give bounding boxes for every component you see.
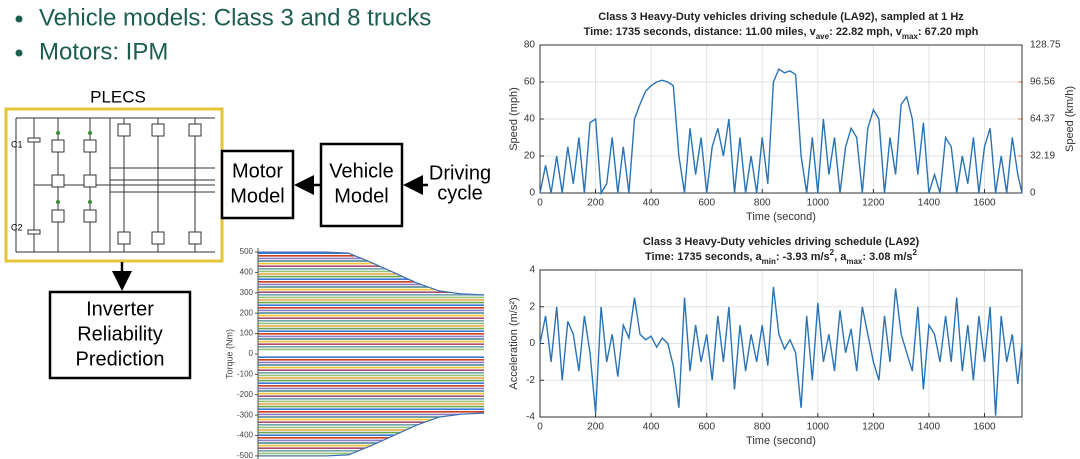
circuit bbox=[15, 117, 215, 253]
y2-tick-label: 64.37 bbox=[1030, 114, 1055, 125]
node-label: Driving bbox=[429, 162, 491, 184]
y2-tick-label: 0 bbox=[1030, 188, 1036, 199]
x-tick-label: 200 bbox=[587, 422, 604, 433]
chart-title: Class 3 Heavy-Duty vehicles driving sche… bbox=[643, 236, 920, 248]
node-label: Reliability bbox=[77, 323, 163, 345]
y-tick-label: -400 bbox=[237, 431, 254, 440]
chart-subtitle: Time: 1735 seconds, distance: 11.00 mile… bbox=[584, 26, 979, 41]
stripes bbox=[258, 252, 484, 456]
component-label: C1 bbox=[11, 139, 23, 149]
subtitle-script: ave bbox=[816, 32, 830, 41]
x-tick-label: 800 bbox=[754, 422, 771, 433]
x-tick-label: 800 bbox=[754, 198, 771, 209]
subtitle-script: 2 bbox=[913, 248, 918, 257]
x-tick-label: 600 bbox=[698, 198, 715, 209]
bullet: Motors: IPM bbox=[39, 38, 168, 65]
y-axis-label: Speed (mph) bbox=[508, 87, 520, 151]
arrows bbox=[112, 175, 428, 291]
subtitle-script: 2 bbox=[830, 248, 835, 257]
y2-tick-label: 128.75 bbox=[1030, 40, 1061, 51]
node-label: Prediction bbox=[76, 348, 165, 370]
component-label: C2 bbox=[11, 222, 23, 232]
y-tick-label: 300 bbox=[240, 288, 254, 297]
node-label: Vehicle bbox=[329, 160, 394, 182]
y-tick-label: 60 bbox=[524, 77, 536, 88]
x-tick-label: 1400 bbox=[918, 422, 941, 433]
x-tick-label: 200 bbox=[587, 198, 604, 209]
bullet: Vehicle models: Class 3 and 8 trucks bbox=[39, 4, 431, 31]
chart-title: Class 3 Heavy-Duty vehicles driving sche… bbox=[598, 11, 964, 23]
subtitle-part: : 3.08 m/s bbox=[862, 251, 912, 263]
subtitle-part: : 67.20 mph bbox=[918, 26, 979, 38]
chart-subtitle: Time: 1735 seconds, amin: -3.93 m/s2, am… bbox=[645, 248, 917, 266]
y-tick-label: 0 bbox=[529, 188, 535, 199]
motor-model-box bbox=[220, 149, 295, 220]
y-tick-label: -500 bbox=[237, 451, 254, 459]
subtitle-part: Time: 1735 seconds, a bbox=[645, 251, 762, 263]
y2-axis-label: Speed (km/h) bbox=[1064, 86, 1076, 152]
y-tick-label: -100 bbox=[237, 369, 254, 378]
node-label: Model bbox=[334, 185, 388, 207]
subtitle-part: Time: 1735 seconds, distance: 11.00 mile… bbox=[584, 26, 817, 38]
x-tick-label: 1200 bbox=[862, 198, 885, 209]
y2-tick-label: 96.56 bbox=[1030, 77, 1055, 88]
node-label: cycle bbox=[437, 182, 483, 204]
y-tick-label: -300 bbox=[237, 410, 254, 419]
x-tick-label: 1000 bbox=[807, 198, 830, 209]
x-tick-label: 1200 bbox=[862, 422, 885, 433]
y-tick-label: 80 bbox=[524, 40, 536, 51]
series-line bbox=[539, 67, 1023, 196]
subtitle-script: min bbox=[762, 257, 776, 266]
subtitle-script: max bbox=[846, 257, 863, 266]
y-tick-label: 4 bbox=[529, 265, 535, 276]
x-tick-label: 0 bbox=[537, 422, 543, 433]
y-tick-label: 200 bbox=[240, 308, 254, 317]
y-tick-label: 500 bbox=[240, 247, 254, 256]
bullet-dot bbox=[15, 15, 23, 23]
plot-frame bbox=[539, 44, 1023, 194]
x-tick-label: 400 bbox=[643, 422, 660, 433]
y-tick-label: 2 bbox=[529, 301, 535, 312]
x-tick-label: 1600 bbox=[973, 422, 996, 433]
y2-tick-label: 32.19 bbox=[1030, 151, 1055, 162]
y-tick-label: 40 bbox=[524, 114, 536, 125]
x-tick-label: 1600 bbox=[973, 198, 996, 209]
torque-envelope bbox=[258, 412, 485, 457]
node-label: Model bbox=[230, 185, 284, 207]
reliability-box bbox=[48, 290, 192, 380]
node-label: Inverter bbox=[86, 298, 154, 320]
x-tick-label: 1400 bbox=[918, 198, 941, 209]
y-axis-label: Torque (Nm) bbox=[224, 329, 234, 379]
bullet-dot bbox=[15, 49, 23, 57]
subtitle-part: : -3.93 m/s bbox=[776, 251, 830, 263]
torque-envelope bbox=[258, 251, 485, 296]
y-tick-label: -2 bbox=[526, 375, 535, 386]
series-line bbox=[539, 286, 1023, 416]
plecs-label: PLECS bbox=[90, 87, 146, 106]
x-tick-label: 0 bbox=[537, 198, 543, 209]
y-tick-label: 400 bbox=[240, 268, 254, 277]
subtitle-part: , a bbox=[834, 251, 847, 263]
node-label: Motor bbox=[232, 160, 283, 182]
subtitle-script: max bbox=[902, 32, 919, 41]
subtitle-part: : 22.82 mph, v bbox=[829, 26, 903, 38]
vehicle-model-box bbox=[319, 142, 404, 228]
x-tick-label: 600 bbox=[698, 422, 715, 433]
y-tick-label: -4 bbox=[526, 412, 535, 423]
y-tick-label: 0 bbox=[529, 338, 535, 349]
y-tick-label: -200 bbox=[237, 390, 254, 399]
y-tick-label: 100 bbox=[240, 329, 254, 338]
y-tick-label: 20 bbox=[524, 151, 536, 162]
x-axis-label: Time (second) bbox=[746, 211, 816, 223]
x-tick-label: 1000 bbox=[807, 422, 830, 433]
y-axis-label: Acceleration (m/s²) bbox=[508, 297, 520, 389]
x-tick-label: 400 bbox=[643, 198, 660, 209]
y-tick-label: 0 bbox=[249, 349, 254, 358]
x-axis-label: Time (second) bbox=[746, 435, 816, 447]
